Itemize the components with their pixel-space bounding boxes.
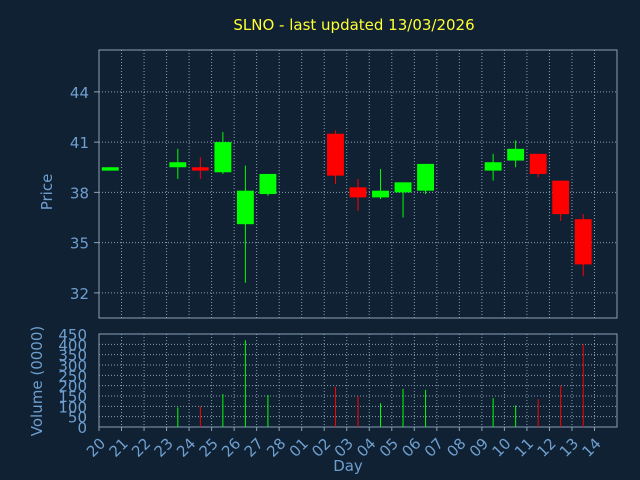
candle-body [191, 167, 209, 171]
candle-body [484, 162, 502, 171]
volume-tick-label: 50 [68, 409, 87, 427]
volume-tick-label: 400 [58, 336, 87, 354]
volume-tick-label: 250 [58, 367, 87, 385]
candle-body [507, 148, 525, 161]
volume-tick-label: 0 [77, 419, 87, 437]
x-axis-label: Day [333, 457, 363, 475]
candle-body [236, 190, 254, 225]
price-tick-label: 38 [70, 184, 89, 202]
price-tick-label: 35 [70, 235, 89, 253]
volume-tick-label: 300 [58, 357, 87, 375]
candle-body [327, 133, 344, 176]
volume-tick-label: 450 [58, 326, 87, 344]
price-panel: 32 35 38 41 44 [70, 49, 618, 319]
price-panel-frame [98, 49, 618, 319]
price-tick-label: 41 [70, 134, 89, 152]
volume-tick-label: 200 [58, 378, 87, 396]
candle-body [259, 173, 277, 195]
candle-body [574, 219, 592, 265]
candle-body [417, 163, 435, 191]
volume-tick-label: 350 [58, 347, 87, 365]
candle-body [552, 180, 570, 215]
candle-body [372, 190, 389, 198]
candle-body [349, 187, 367, 198]
volume-axis-label: Volume (0000) [28, 326, 46, 436]
candle-body [394, 182, 412, 193]
candle-body [214, 142, 232, 173]
candle-body [101, 167, 119, 171]
price-tick-label: 44 [70, 84, 89, 102]
candle-body [529, 153, 547, 174]
candle-body [169, 162, 187, 168]
price-axis-label: Price [38, 174, 56, 211]
volume-tick-label: 150 [58, 388, 87, 406]
chart-title: SLNO - last updated 13/03/2026 [233, 16, 474, 34]
price-tick-label: 32 [70, 285, 89, 303]
volume-tick-label: 100 [58, 398, 87, 416]
